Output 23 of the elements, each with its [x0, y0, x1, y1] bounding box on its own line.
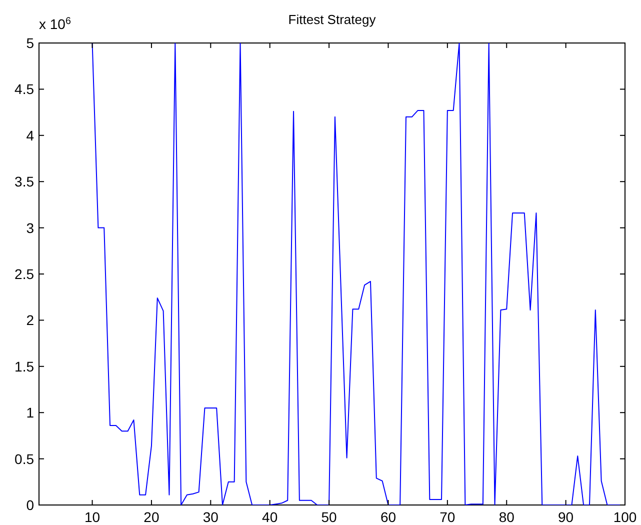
x-tick-label: 20	[144, 509, 160, 525]
y-tick-label: 0.5	[14, 450, 34, 467]
y-tick-label: 4	[26, 127, 34, 144]
x-tick-label: 80	[498, 509, 515, 525]
y-tick-label: 1	[26, 404, 34, 421]
x-tick-label: 30	[202, 509, 219, 525]
y-tick-label: 3	[26, 220, 34, 236]
y-tick-label: 2.5	[14, 266, 34, 282]
y-tick-label: 1.5	[14, 358, 34, 374]
x-tick-label: 10	[84, 509, 100, 525]
chart-title: Fittest Strategy	[288, 12, 376, 27]
y-tick-label: 5	[26, 35, 34, 51]
y-tick-label: 0	[26, 497, 34, 513]
y-tick-label: 3.5	[14, 174, 34, 190]
text: x 10$^{6}$	[39, 16, 72, 32]
y-tick-label: 2	[26, 312, 34, 328]
x-tick-label: 50	[321, 509, 338, 525]
x-tick-label: 60	[380, 509, 396, 525]
x-tick-label: 70	[440, 509, 456, 525]
x-tick-label: 90	[558, 509, 574, 525]
x-tick-label: 100	[613, 509, 637, 525]
y-tick-label: 4.5	[14, 81, 34, 98]
x-tick-label: 40	[262, 509, 278, 525]
